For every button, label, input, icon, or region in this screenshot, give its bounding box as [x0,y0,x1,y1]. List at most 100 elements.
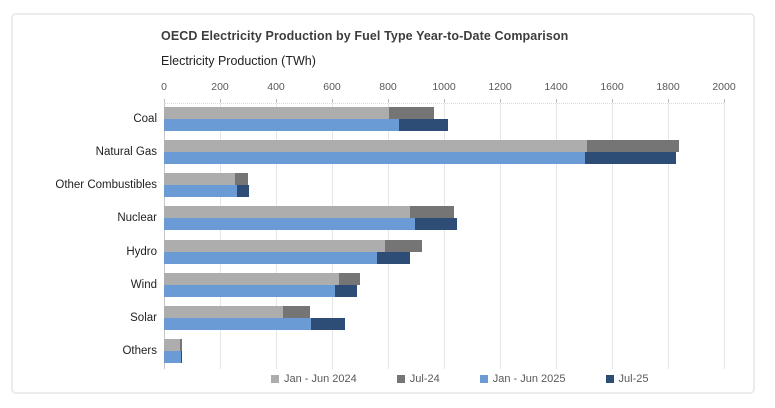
gridline [500,104,501,369]
bar-segment-jul-24 [385,239,422,252]
gridline [556,104,557,369]
axis-tick-label: 1200 [488,81,512,93]
bar-natural-gas-2024 [164,140,680,153]
category-label-other-combustibles: Other Combustibles [55,179,157,192]
bar-segment-jul-25 [585,152,677,165]
bar-segment-jan-jun-2024 [164,305,283,318]
legend-swatch-icon [479,375,488,383]
axis-tick-mark [388,99,389,103]
plot-box [164,103,725,369]
axis-tick-mark [164,99,165,103]
bar-segment-jul-24 [389,107,435,119]
legend-label: Jan - Jun 2024 [284,373,357,385]
legend-label: Jan - Jun 2025 [492,373,566,385]
bar-others-2024 [164,338,182,351]
bar-segment-jul-24 [235,173,248,186]
gridline [220,104,221,369]
bar-segment-jul-24 [410,206,454,219]
plot-area: 0 200 400 600 800 1000 1200 1400 1600 1800 2000 Co… [13,15,757,396]
axis-tick-mark [276,99,277,103]
bar-segment-jan-jun-2024 [164,140,587,153]
gridline [276,104,277,369]
bar-hydro-2025 [164,251,411,264]
legend-item-jan-jun-2025: Jan - Jun 2025 [479,373,566,385]
legend-label: Jul-24 [409,373,440,385]
axis-tick-mark [556,99,557,103]
x-axis: 0 200 400 600 800 1000 1200 1400 1600 1800 2000 [13,81,757,94]
axis-tick-label: 2000 [712,81,736,93]
gridline [724,104,725,369]
axis-tick-mark [500,99,501,103]
category-label-natural-gas: Natural Gas [95,146,157,159]
legend-item-jul-24: Jul-24 [396,373,440,385]
axis-tick-label: 400 [267,81,285,93]
bar-segment-jul-25 [414,218,457,231]
bar-segment-jan-jun-2024 [164,206,411,219]
bar-segment-jan-jun-2024 [164,338,181,351]
legend-label: Jul-25 [618,373,649,385]
bar-wind-2025 [164,284,358,297]
bar-solar-2025 [164,317,345,330]
axis-tick-mark [332,99,333,103]
axis-tick-mark [724,99,725,103]
bar-segment-jul-25 [334,284,358,297]
legend-item-jan-jun-2024: Jan - Jun 2024 [271,373,357,385]
gridline [332,104,333,369]
bar-segment-jul-25 [376,251,411,264]
axis-tick-label: 1800 [656,81,680,93]
bar-coal-2024 [164,107,435,119]
bar-segment-jul-24 [586,140,680,153]
category-label-hydro: Hydro [126,245,157,258]
bar-segment-jan-jun-2025 [164,251,377,264]
chart-title: OECD Electricity Production by Fuel Type… [161,29,569,43]
bar-solar-2024 [164,305,310,318]
axis-tick-label: 1000 [432,81,456,93]
category-label-coal: Coal [133,113,157,125]
axis-tick-mark [612,99,613,103]
axis-tick-label: 0 [161,81,167,93]
gridline [668,104,669,369]
bar-nuclear-2024 [164,206,454,219]
bar-segment-jan-jun-2025 [164,119,400,131]
axis-tick-label: 600 [323,81,341,93]
legend-swatch-icon [605,375,614,383]
bar-segment-jan-jun-2025 [164,218,415,231]
axis-tick-mark [668,99,669,103]
bar-segment-jul-24 [180,338,182,351]
bar-segment-jan-jun-2025 [164,185,237,198]
legend-swatch-icon [396,375,405,383]
bar-segment-jul-25 [180,350,183,363]
axis-tick-mark [220,99,221,103]
legend-swatch-icon [271,375,279,383]
bar-wind-2024 [164,272,360,285]
bar-segment-jul-25 [311,317,345,330]
bar-segment-jul-24 [283,305,310,318]
gridline [444,104,445,369]
legend: Jan - Jun 2024 Jul-24 Jan - Jun 2025 Jul-25 [271,371,649,387]
gridline [612,104,613,369]
bar-other-combustibles-2025 [164,185,250,198]
chart-subtitle: Electricity Production (TWh) [161,54,316,68]
gridline [388,104,389,369]
bar-nuclear-2025 [164,218,457,231]
bar-segment-jan-jun-2025 [164,317,311,330]
bar-segment-jul-25 [399,119,449,131]
bar-others-2025 [164,350,183,363]
bar-hydro-2024 [164,239,422,252]
bar-coal-2025 [164,119,449,131]
chart-frame: OECD Electricity Production by Fuel Type… [11,13,755,394]
bar-other-combustibles-2024 [164,173,248,186]
bar-segment-jan-jun-2025 [164,152,586,165]
bar-segment-jul-24 [339,272,360,285]
axis-tick-label: 200 [211,81,229,93]
axis-tick-label: 800 [379,81,397,93]
axis-tick-label: 1400 [544,81,568,93]
bar-segment-jan-jun-2024 [164,107,390,119]
category-label-nuclear: Nuclear [117,212,157,225]
bar-segment-jan-jun-2024 [164,173,236,186]
bar-segment-jan-jun-2025 [164,350,181,363]
bar-segment-jan-jun-2024 [164,239,386,252]
category-label-others: Others [122,344,157,357]
category-label-wind: Wind [130,278,157,291]
bar-segment-jan-jun-2024 [164,272,339,285]
